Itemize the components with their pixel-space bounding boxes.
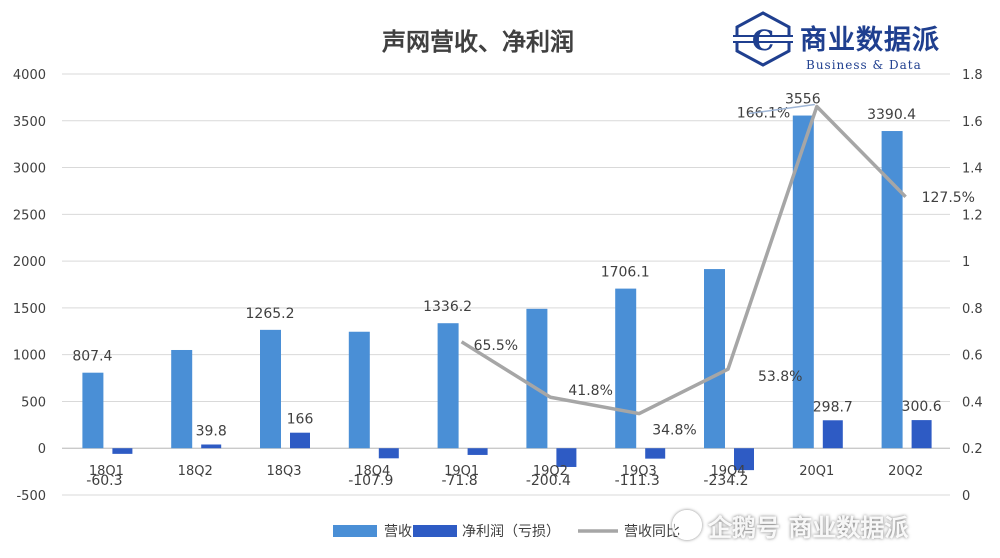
revenue-data-label: 1336.2 xyxy=(423,299,472,315)
y-right-tick-label: 0.4 xyxy=(962,395,983,410)
x-tick-label: 19Q4 xyxy=(710,464,745,479)
y-left-tick-label: 500 xyxy=(21,395,46,410)
y-right-tick-label: 0 xyxy=(962,489,970,504)
y-left-tick-label: 1000 xyxy=(13,349,46,364)
profit-data-label: -60.3 xyxy=(86,473,122,489)
profit-data-label: 166 xyxy=(287,412,314,428)
profit-data-label: -107.9 xyxy=(348,473,393,489)
y-right-tick-label: 1.4 xyxy=(962,162,983,177)
y-right-tick-label: 1.6 xyxy=(962,115,983,130)
revenue-bar xyxy=(171,349,193,449)
profit-bar xyxy=(645,448,666,459)
y-left-tick-label: 3500 xyxy=(13,115,46,130)
profit-data-label: 298.7 xyxy=(813,399,853,415)
revenue-data-label: 3556 xyxy=(785,92,821,108)
x-tick-label: 19Q2 xyxy=(533,464,568,479)
legend-label-revenue: 营收 xyxy=(384,524,412,540)
x-tick-label: 19Q3 xyxy=(622,464,657,479)
legend-swatch-revenue xyxy=(333,525,377,537)
x-tick-label: 18Q2 xyxy=(178,464,213,479)
revenue-bar xyxy=(526,308,548,449)
yoy-data-label: 34.8% xyxy=(652,423,696,439)
y-right-tick-label: 1.8 xyxy=(962,68,983,83)
yoy-leader-line xyxy=(748,103,815,115)
x-tick-label: 18Q4 xyxy=(355,464,390,479)
profit-data-label: 300.6 xyxy=(902,399,942,415)
y-left-tick-label: 1500 xyxy=(13,302,46,317)
y-axis-right: 0 0.2 0.4 0.6 0.8 1 1.2 1.4 1.6 1.8 xyxy=(962,68,983,504)
x-tick-label: 20Q2 xyxy=(888,464,923,479)
y-left-tick-label: 2500 xyxy=(13,208,46,223)
x-tick-label: 19Q1 xyxy=(444,464,479,479)
yoy-data-label: 166.1% xyxy=(737,106,790,122)
bar-series: 807.4 1265.2 1336.2 1706.1 3556 3390.4 -60.3 39… xyxy=(72,92,941,490)
revenue-bar xyxy=(348,331,370,449)
revenue-bar xyxy=(881,131,903,449)
x-tick-label: 20Q1 xyxy=(799,464,834,479)
legend-swatch-profit xyxy=(413,525,457,537)
watermark: 企鹅号 商业数据派 xyxy=(672,508,908,543)
yoy-data-label: 127.5% xyxy=(922,190,975,206)
revenue-bar xyxy=(704,269,725,449)
chart-title: 声网营收、净利润 xyxy=(381,28,574,56)
profit-data-label: -234.2 xyxy=(703,473,748,489)
legend-label-yoy: 营收同比 xyxy=(624,524,680,540)
revenue-data-label: 3390.4 xyxy=(867,107,916,123)
revenue-bar xyxy=(260,329,281,449)
y-left-tick-label: 0 xyxy=(38,442,46,457)
profit-bar xyxy=(378,448,399,459)
yoy-data-label: 53.8% xyxy=(758,369,802,385)
y-right-tick-label: 0.8 xyxy=(962,302,983,317)
profit-bar xyxy=(467,448,488,455)
watermark-text: 企鹅号 商业数据派 xyxy=(708,514,909,542)
revenue-data-label: 1265.2 xyxy=(246,306,295,322)
y-right-tick-label: 0.2 xyxy=(962,442,983,457)
profit-bar xyxy=(290,432,310,449)
y-left-tick-label: 3000 xyxy=(13,162,46,177)
profit-bar xyxy=(911,420,932,449)
y-axis-left: -500 0 500 1000 1500 2000 2500 3000 3500 4000 xyxy=(13,68,46,504)
profit-bar xyxy=(822,420,843,449)
yoy-data-label: 65.5% xyxy=(474,338,518,354)
x-tick-label: 18Q3 xyxy=(266,464,301,479)
y-left-tick-label: 4000 xyxy=(13,68,46,83)
x-tick-label: 18Q1 xyxy=(89,464,124,479)
profit-data-label: -111.3 xyxy=(615,473,660,489)
logo-text-cn: 商业数据派 xyxy=(800,25,940,56)
logo-text-en: Business & Data xyxy=(806,58,922,72)
revenue-bar xyxy=(615,288,637,449)
y-right-tick-label: 1.2 xyxy=(962,208,983,223)
yoy-data-label: 41.8% xyxy=(568,383,612,399)
profit-bar xyxy=(734,448,754,471)
y-right-tick-label: 0.6 xyxy=(962,349,983,364)
profit-data-label: 39.8 xyxy=(196,423,227,439)
legend-label-profit: 净利润（亏损） xyxy=(462,524,560,540)
logo-letter: C xyxy=(752,24,774,57)
revenue-data-label: 807.4 xyxy=(72,349,112,365)
revenue-data-label: 1706.1 xyxy=(601,265,650,281)
profit-bar xyxy=(556,448,577,467)
y-left-tick-label: 2000 xyxy=(13,255,46,270)
y-left-tick-label: -500 xyxy=(16,489,46,504)
profit-data-label: -200.4 xyxy=(526,473,571,489)
revenue-bar xyxy=(792,115,814,449)
profit-bar xyxy=(112,448,133,454)
profit-bar xyxy=(201,444,222,449)
x-axis: 18Q1 18Q2 18Q3 18Q4 19Q1 19Q2 19Q3 19Q4 20Q1 20Q2 xyxy=(89,464,923,479)
legend: 营收 净利润（亏损） 营收同比 xyxy=(333,524,680,540)
y-right-tick-label: 1 xyxy=(962,255,970,270)
revenue-bar xyxy=(82,372,104,449)
revenue-bar xyxy=(437,323,459,449)
penguin-icon xyxy=(672,510,702,540)
profit-data-label: -71.8 xyxy=(441,473,477,489)
logo-c-icon: C xyxy=(733,10,793,68)
line-series: 65.5% 41.8% 34.8% 53.8% 166.1% 127.5% xyxy=(460,103,975,439)
yoy-growth-line xyxy=(460,104,907,416)
